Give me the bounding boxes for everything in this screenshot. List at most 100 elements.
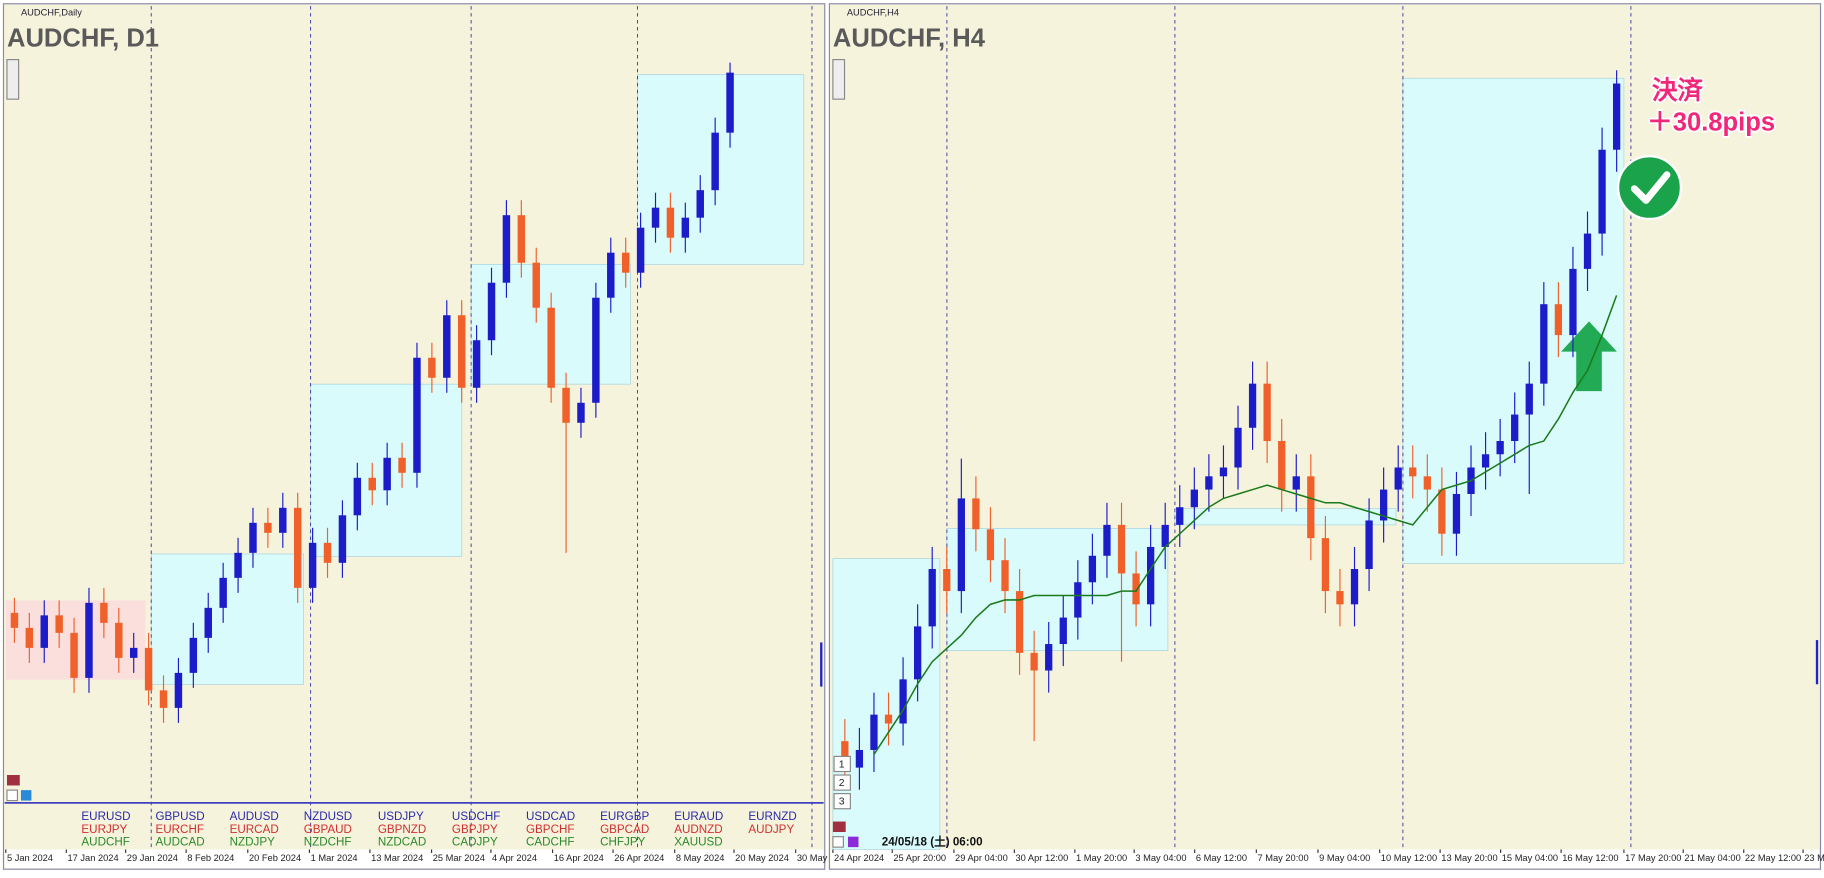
candle-body bbox=[1030, 652, 1038, 671]
symbol-link[interactable]: EURCHF bbox=[156, 823, 204, 836]
tab-button-label[interactable]: 1 bbox=[839, 759, 845, 770]
candle-body bbox=[159, 690, 168, 708]
symbol-link[interactable]: AUDUSD bbox=[230, 810, 279, 823]
candle-body bbox=[681, 217, 690, 238]
symbol-link[interactable]: EURNZD bbox=[748, 810, 796, 823]
tab-button[interactable] bbox=[833, 755, 851, 773]
symbol-link[interactable]: AUDCAD bbox=[156, 836, 205, 849]
x-tick-label: 17 Jan 2024 bbox=[67, 853, 118, 863]
x-tick-label: 16 Apr 2024 bbox=[554, 853, 604, 863]
candle-body bbox=[279, 507, 287, 533]
symbol-link[interactable]: XAUUSD bbox=[674, 836, 722, 849]
symbol-link[interactable]: NZDUSD bbox=[304, 810, 352, 823]
tab-button[interactable] bbox=[833, 793, 851, 810]
symbol-link[interactable]: AUDCHF bbox=[81, 836, 129, 849]
check-icon bbox=[1616, 154, 1683, 221]
x-tick-label: 25 Mar 2024 bbox=[433, 853, 485, 863]
candle-body bbox=[353, 477, 362, 516]
candle-body bbox=[264, 522, 272, 533]
candle-body bbox=[1147, 546, 1155, 605]
candle-body bbox=[1423, 476, 1431, 490]
candle-body bbox=[1161, 524, 1169, 547]
symbol-link[interactable]: GBPJPY bbox=[452, 823, 498, 836]
symbol-link[interactable]: GBPUSD bbox=[156, 810, 205, 823]
symbol-link[interactable]: EURJPY bbox=[81, 823, 127, 836]
candle-body bbox=[1336, 591, 1344, 605]
candle-body bbox=[547, 307, 555, 388]
symbol-link[interactable]: USDCHF bbox=[452, 810, 500, 823]
candle-body bbox=[943, 569, 951, 592]
symbol-link[interactable]: USDJPY bbox=[378, 810, 424, 823]
candle-body bbox=[1452, 493, 1461, 534]
candle-body bbox=[986, 529, 995, 561]
candle-body bbox=[651, 207, 660, 228]
tab-button-label[interactable]: 3 bbox=[839, 797, 845, 808]
symbol-link[interactable]: NZDJPY bbox=[230, 836, 275, 849]
symbol-link[interactable]: CADJPY bbox=[452, 836, 498, 849]
symbol-link[interactable]: AUDJPY bbox=[748, 823, 794, 836]
symbol-link[interactable]: GBPNZD bbox=[378, 823, 426, 836]
symbol-link[interactable]: GBPCAD bbox=[600, 823, 649, 836]
symbol-link[interactable]: USDCAD bbox=[526, 810, 575, 823]
candle-body bbox=[1088, 555, 1097, 583]
symbol-link[interactable]: GBPCHF bbox=[526, 823, 574, 836]
candle-body bbox=[928, 569, 936, 627]
candle-body bbox=[10, 612, 19, 628]
close-buttons[interactable] bbox=[6, 775, 859, 848]
candle-body bbox=[1248, 383, 1257, 428]
tab-button-label[interactable]: 2 bbox=[839, 778, 845, 789]
panel-h4 bbox=[828, 3, 1822, 870]
moving-average bbox=[873, 295, 1618, 755]
candle-body bbox=[1496, 441, 1504, 455]
candle-body bbox=[1379, 489, 1388, 521]
chart-title: AUDCHF, H4 bbox=[833, 25, 986, 53]
candle-body bbox=[1219, 467, 1228, 477]
candle-body bbox=[957, 498, 965, 592]
symbol-link[interactable]: EURUSD bbox=[81, 810, 130, 823]
candle-body bbox=[219, 577, 227, 608]
candle-body bbox=[189, 637, 198, 673]
candle-body bbox=[383, 457, 391, 491]
candle-body bbox=[1365, 520, 1373, 570]
candle-body bbox=[413, 357, 421, 473]
x-tick-label: 21 May 04:00 bbox=[1684, 853, 1740, 863]
candle-body bbox=[338, 515, 347, 563]
x-tick-label: 6 May 12:00 bbox=[1196, 853, 1247, 863]
symbol-link[interactable]: NZDCHF bbox=[304, 836, 352, 849]
symbol-link[interactable]: EURAUD bbox=[674, 810, 723, 823]
candle-body bbox=[636, 227, 645, 273]
tab-button[interactable] bbox=[833, 774, 851, 791]
candle-body bbox=[1190, 489, 1198, 508]
up-arrow bbox=[1561, 321, 1617, 392]
candle-body bbox=[100, 602, 108, 623]
candle-body bbox=[1103, 524, 1111, 556]
candle-body bbox=[1132, 573, 1140, 605]
symbol-link[interactable]: EURGBP bbox=[600, 810, 649, 823]
symbol-link[interactable]: NZDCAD bbox=[378, 836, 426, 849]
candle-body bbox=[174, 672, 183, 708]
candle-body bbox=[1583, 233, 1592, 269]
candle-body bbox=[129, 647, 138, 658]
candle-body bbox=[308, 542, 317, 588]
x-tick-label: 26 Apr 2024 bbox=[614, 853, 664, 863]
chart-caption: AUDCHF,Daily bbox=[21, 8, 82, 18]
candle-body bbox=[1569, 268, 1577, 336]
candle-body bbox=[899, 679, 907, 724]
candle-body bbox=[293, 507, 302, 588]
symbol-link[interactable]: EURCAD bbox=[230, 823, 279, 836]
x-tick-label: 17 May 20:00 bbox=[1625, 853, 1681, 863]
symbol-link[interactable]: AUDNZD bbox=[674, 823, 722, 836]
candle-body bbox=[398, 457, 406, 473]
x-tick-label: 1 Mar 2024 bbox=[311, 853, 358, 863]
candle-body bbox=[1045, 644, 1053, 671]
candle-body bbox=[472, 340, 481, 388]
candle-body bbox=[1350, 569, 1359, 605]
x-tick-label: 25 Apr 20:00 bbox=[893, 853, 946, 863]
symbol-link[interactable]: CHFJPY bbox=[600, 836, 645, 849]
symbol-link[interactable]: GBPAUD bbox=[304, 823, 352, 836]
candle-body bbox=[532, 262, 540, 308]
scroll-buttons[interactable] bbox=[6, 59, 846, 100]
symbol-link[interactable]: CADCHF bbox=[526, 836, 574, 849]
